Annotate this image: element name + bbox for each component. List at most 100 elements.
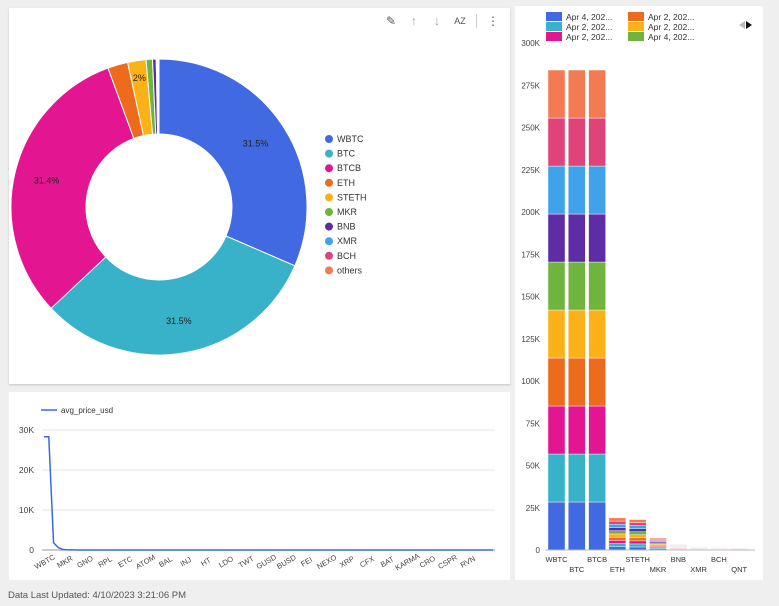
bar-segment-btc[interactable] xyxy=(568,309,586,359)
bar-legend-swatch xyxy=(628,32,644,41)
bar-segment-steth[interactable] xyxy=(628,531,647,535)
line-series-avg-price-usd[interactable] xyxy=(44,436,493,551)
arrow-down-icon[interactable]: ↓ xyxy=(434,14,440,28)
line-chart-card: 0 10K 20K 30K avg_price_usd WBTC MKR GNO RPL ETC A… xyxy=(9,392,510,580)
bar-segment-btcb[interactable] xyxy=(588,117,606,167)
stacked-bar-chart-card: 0 25K 50K 75K 100K 125K 150K 175K 200K 225K 250K 27… xyxy=(515,6,763,580)
legend-label-wbtc: WBTC xyxy=(337,134,364,144)
bar-segment-steth[interactable] xyxy=(628,540,647,545)
bar-segment-wbtc[interactable] xyxy=(547,69,566,119)
bar-segment-btcb[interactable] xyxy=(588,405,606,455)
bar-legend-swatch xyxy=(546,32,562,41)
legend-next-icon[interactable] xyxy=(746,21,752,29)
bar-segment-btc[interactable] xyxy=(568,405,586,455)
bar-x-tick-label: WBTC xyxy=(545,555,568,564)
bar-segment-wbtc[interactable] xyxy=(547,405,566,455)
bar-segment-wbtc[interactable] xyxy=(547,501,566,551)
bar-segment-steth[interactable] xyxy=(628,534,647,539)
legend-label-btcb: BTCB xyxy=(337,163,361,173)
bar-y-tick-label: 150K xyxy=(521,293,540,302)
bar-segment-steth[interactable] xyxy=(628,519,647,523)
pencil-icon[interactable]: ✎ xyxy=(385,14,397,28)
bar-y-tick-label: 175K xyxy=(521,250,540,259)
more-vert-icon[interactable]: ⋮ xyxy=(487,14,499,28)
bar-segment-wbtc[interactable] xyxy=(547,117,566,167)
bar-segment-eth[interactable] xyxy=(608,543,627,547)
bar-segment-wbtc[interactable] xyxy=(547,309,566,359)
donut-slice-btc[interactable] xyxy=(50,235,296,356)
line-x-tick-label: CFX xyxy=(358,554,375,569)
bar-segment-eth[interactable] xyxy=(608,536,627,541)
bar-x-tick-label: STETH xyxy=(625,555,650,564)
bar-x-tick-label: BTCB xyxy=(587,555,607,564)
bar-segment-btcb[interactable] xyxy=(588,357,606,407)
legend-dot-bch xyxy=(325,251,333,260)
donut-slice-wbtc[interactable] xyxy=(158,58,308,267)
bar-segment-btcb[interactable] xyxy=(588,69,606,119)
bar-segment-btc[interactable] xyxy=(568,117,586,167)
legend-prev-icon[interactable] xyxy=(739,21,745,29)
donut-slice-btcb[interactable] xyxy=(10,67,135,310)
bar-segment-qnt[interactable] xyxy=(730,547,748,549)
line-x-tick-label: GNO xyxy=(75,554,94,570)
bar-segment-steth[interactable] xyxy=(628,528,647,532)
bar-segment-btcb[interactable] xyxy=(588,261,606,311)
bar-legend-swatch xyxy=(628,12,644,21)
bar-segment-eth[interactable] xyxy=(608,533,627,538)
bar-segment-wbtc[interactable] xyxy=(547,213,566,263)
bar-segment-mkr[interactable] xyxy=(649,537,667,540)
bar-segment-eth[interactable] xyxy=(608,520,627,525)
bar-segment-btc[interactable] xyxy=(568,213,586,263)
bar-segment-steth[interactable] xyxy=(628,525,647,529)
bar-segment-eth[interactable] xyxy=(608,527,627,531)
bar-segment-btcb[interactable] xyxy=(588,213,606,263)
line-x-tick-label: RPL xyxy=(97,554,114,569)
bar-segment-bnb[interactable] xyxy=(669,544,688,546)
bar-segment-btc[interactable] xyxy=(568,501,586,551)
legend-label-bch: BCH xyxy=(337,251,356,261)
bar-segment-btcb[interactable] xyxy=(588,453,606,503)
arrow-up-icon[interactable]: ↑ xyxy=(411,14,417,28)
data-last-updated: Data Last Updated: 4/10/2023 3:21:06 PM xyxy=(8,590,186,601)
bar-segment-btc[interactable] xyxy=(568,69,586,119)
legend-dot-btc xyxy=(325,149,333,158)
legend-label-eth: ETH xyxy=(337,178,355,188)
bar-segment-eth[interactable] xyxy=(608,530,627,535)
donut-data-label: 31.5% xyxy=(166,316,192,326)
bar-segment-bch[interactable] xyxy=(710,547,728,549)
bar-segment-wbtc[interactable] xyxy=(547,453,566,503)
bar-x-tick-label: BCH xyxy=(711,555,727,564)
bar-segment-steth[interactable] xyxy=(628,537,647,542)
bar-legend-label: Apr 2, 202... xyxy=(648,12,694,22)
line-x-tick-label: LDO xyxy=(217,554,235,570)
bar-legend-swatch xyxy=(546,12,562,21)
bar-segment-btcb[interactable] xyxy=(588,309,606,359)
bar-y-tick-label: 0 xyxy=(536,546,541,555)
bar-segment-wbtc[interactable] xyxy=(547,261,566,311)
donut-data-label: 31.5% xyxy=(243,139,269,149)
bar-segment-steth[interactable] xyxy=(628,543,647,548)
legend-dot-eth xyxy=(325,178,333,187)
bar-segment-eth[interactable] xyxy=(608,517,627,522)
bar-segment-steth[interactable] xyxy=(628,522,647,526)
bar-segment-btcb[interactable] xyxy=(588,165,606,215)
legend-dot-wbtc xyxy=(325,135,333,143)
donut-chart: 31.5% 31.5% 31.4% 2% WBTC BTC BTCB ETH STETH MKR B… xyxy=(10,58,367,356)
bar-segment-btc[interactable] xyxy=(568,261,586,311)
donut-slice-others[interactable] xyxy=(157,58,160,135)
bar-segment-wbtc[interactable] xyxy=(547,357,566,407)
bar-segment-eth[interactable] xyxy=(608,540,627,544)
bar-segment-btc[interactable] xyxy=(568,357,586,407)
line-x-tick-label: XRP xyxy=(338,554,356,570)
bar-segment-btc[interactable] xyxy=(568,165,586,215)
bar-segment-btcb[interactable] xyxy=(588,501,606,551)
line-x-tick-label: RVN xyxy=(459,554,477,570)
bar-segment-btc[interactable] xyxy=(568,453,586,503)
bar-segment-wbtc[interactable] xyxy=(547,165,566,215)
sort-az-icon[interactable]: AZ xyxy=(454,16,466,26)
bar-segment-eth[interactable] xyxy=(608,524,627,528)
bar-y-tick-label: 50K xyxy=(526,462,541,471)
bar-segment-xmr[interactable] xyxy=(689,547,708,548)
line-x-tick-label: BAT xyxy=(379,554,396,569)
